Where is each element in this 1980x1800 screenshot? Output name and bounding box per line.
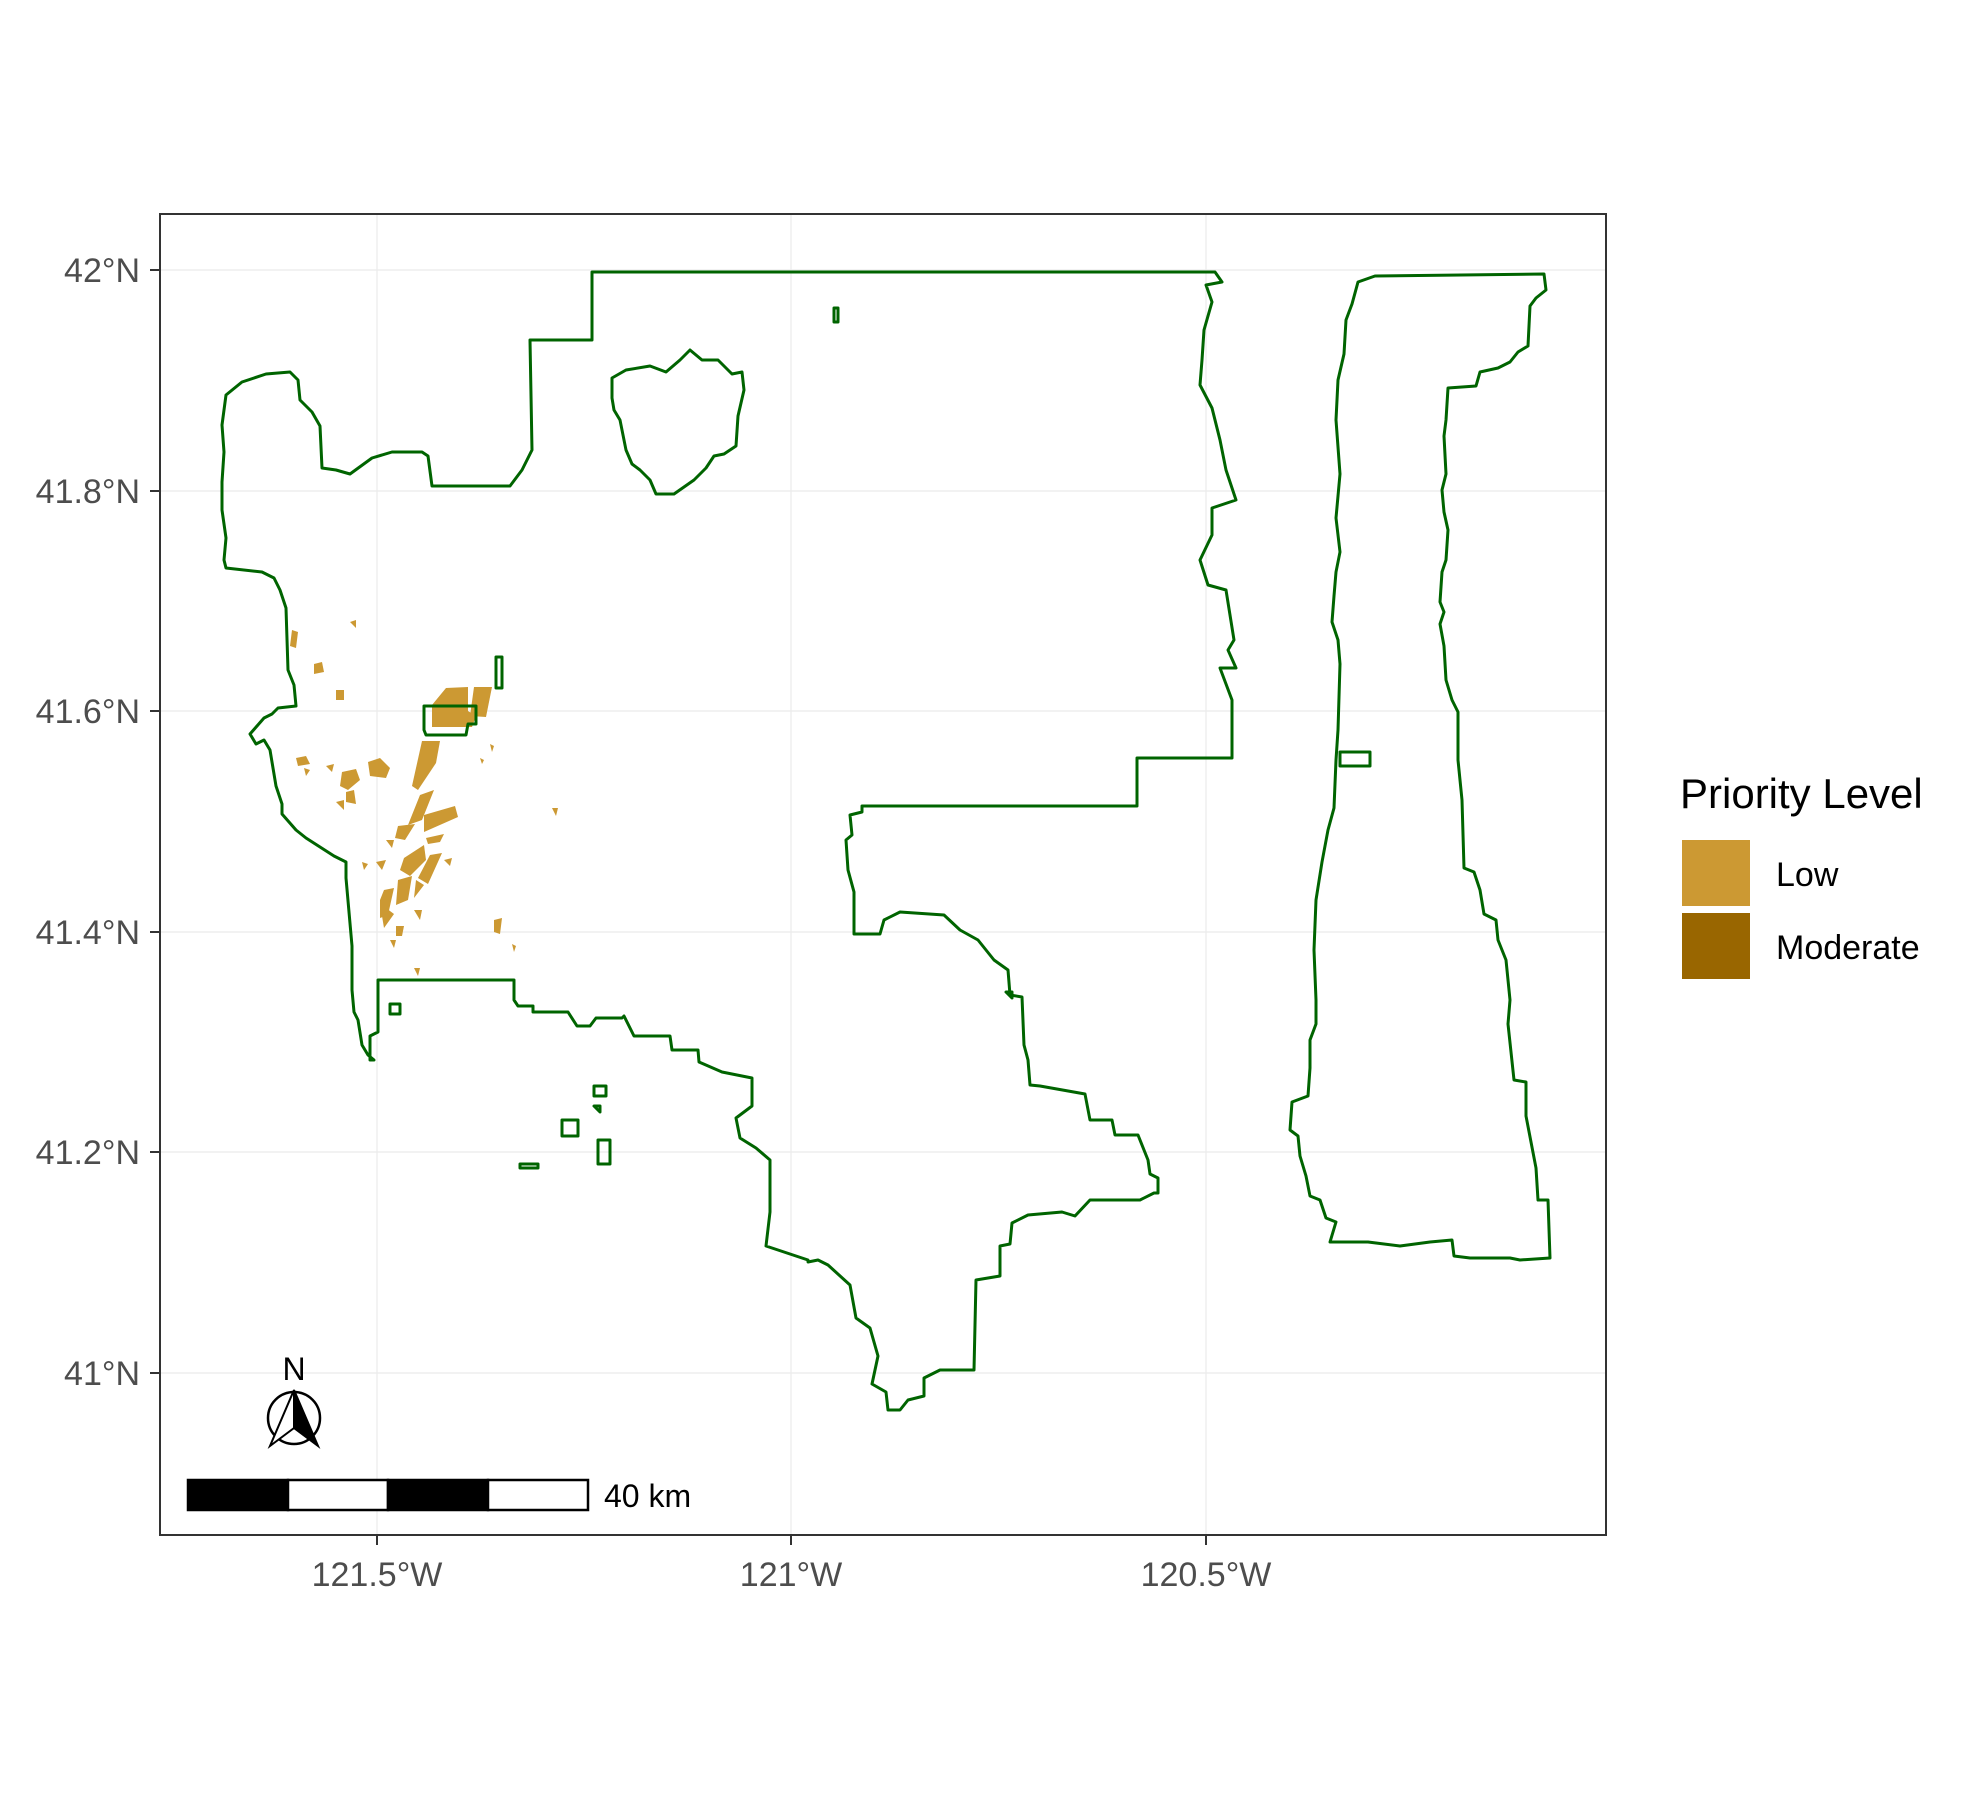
scale-segment-white [286, 1478, 390, 1512]
x-tick-label: 121°W [740, 1556, 842, 1594]
legend: Priority Level Low Moderate [1680, 770, 1923, 979]
legend-label-moderate: Moderate [1776, 929, 1920, 967]
y-tick-label: 41.2°N [36, 1134, 140, 1172]
legend-label-low: Low [1776, 856, 1839, 894]
priority-areas-low [290, 620, 558, 976]
x-tick-label: 121.5°W [312, 1556, 443, 1594]
boundary-lines [220, 270, 1552, 1412]
scale-bar [186, 1478, 590, 1512]
scale-segment-white [486, 1478, 590, 1512]
legend-title: Priority Level [1680, 770, 1923, 817]
north-arrow-right-half [293, 1389, 321, 1450]
north-inlier-boundary [610, 348, 746, 496]
graticule [160, 214, 1606, 1535]
scale-segment-black [386, 1478, 490, 1512]
north-arrow: N [266, 1351, 322, 1450]
legend-swatch-moderate [1682, 913, 1750, 979]
y-tick-label: 41.4°N [36, 914, 140, 952]
main-boundary [220, 270, 1238, 1412]
x-tick-label: 120.5°W [1141, 1556, 1272, 1594]
y-tick-label: 42°N [64, 252, 140, 290]
map-panel [160, 214, 1606, 1535]
y-tick-label: 41°N [64, 1355, 140, 1393]
legend-swatch-low [1682, 840, 1750, 906]
north-arrow-label: N [282, 1351, 305, 1387]
y-tick-label: 41.8°N [36, 473, 140, 511]
east-boundary [1288, 272, 1552, 1262]
scale-bar-label: 40 km [604, 1478, 691, 1514]
x-axis-labels: 121.5°W 121°W 120.5°W [312, 1556, 1272, 1594]
scale-segment-black [186, 1478, 290, 1512]
y-tick-label: 41.6°N [36, 693, 140, 731]
inner-notch [422, 704, 478, 737]
axis-ticks [150, 269, 1207, 1545]
y-axis-labels: 42°N 41.8°N 41.6°N 41.4°N 41.2°N 41°N [36, 252, 140, 1393]
panel-border [159, 213, 1607, 1536]
